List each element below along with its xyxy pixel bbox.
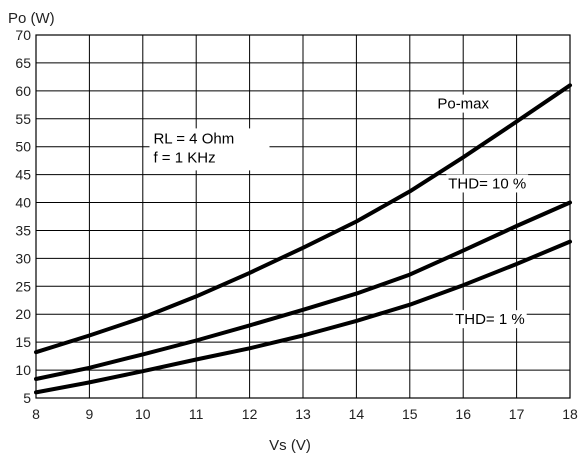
series-line-1 [34, 200, 572, 381]
y-tick-label: 40 [15, 195, 31, 211]
x-tick-label: 18 [562, 406, 578, 422]
y-tick-label: 25 [15, 278, 31, 294]
y-tick-labels: 5 10 15 20 25 30 35 40 45 50 55 60 65 70 [15, 27, 31, 406]
x-tick-label: 17 [509, 406, 525, 422]
x-tick-label: 8 [32, 406, 40, 422]
y-tick-label: 20 [15, 306, 31, 322]
x-tick-label: 14 [349, 406, 365, 422]
annotations: Po-max THD= 10 % THD= 1 % RL = 4 Ohm f = 1 K… [149, 94, 529, 329]
x-tick-label: 11 [189, 406, 204, 422]
y-tick-label: 35 [15, 222, 31, 238]
y-tick-label: 65 [15, 55, 31, 71]
conditions-box [149, 128, 270, 171]
series-label: THD= 10 % [448, 175, 526, 192]
x-axis-title: Vs (V) [269, 437, 311, 454]
series-lines [34, 83, 572, 395]
condition-label: f = 1 KHz [153, 149, 215, 166]
series-line-2 [34, 239, 572, 395]
y-tick-label: 5 [23, 390, 31, 406]
y-axis-title: Po (W) [8, 10, 55, 27]
y-tick-label: 30 [15, 250, 31, 266]
x-tick-label: 9 [86, 406, 94, 422]
series-label: Po-max [437, 96, 489, 113]
y-tick-label: 45 [15, 167, 31, 183]
x-tick-label: 13 [295, 406, 311, 422]
x-tick-label: 16 [455, 406, 471, 422]
series-label-bg [453, 310, 527, 329]
series-label-bg [434, 94, 492, 113]
x-tick-label: 10 [135, 406, 151, 422]
condition-label: RL = 4 Ohm [153, 130, 234, 147]
series-label: THD= 1 % [455, 311, 525, 328]
y-tick-label: 10 [15, 362, 31, 378]
plot-frame [35, 34, 571, 399]
x-tick-labels: 8 9 10 11 12 13 14 15 16 17 18 [32, 406, 578, 422]
series-label-bg [446, 174, 529, 193]
grid [35, 34, 571, 399]
y-tick-label: 60 [15, 83, 31, 99]
x-tick-label: 15 [402, 406, 418, 422]
y-tick-label: 50 [15, 139, 31, 155]
series-line-0 [34, 83, 572, 355]
x-tick-label: 12 [242, 406, 258, 422]
y-tick-label: 15 [15, 334, 31, 350]
y-tick-label: 70 [15, 27, 31, 43]
y-tick-label: 55 [15, 111, 31, 127]
